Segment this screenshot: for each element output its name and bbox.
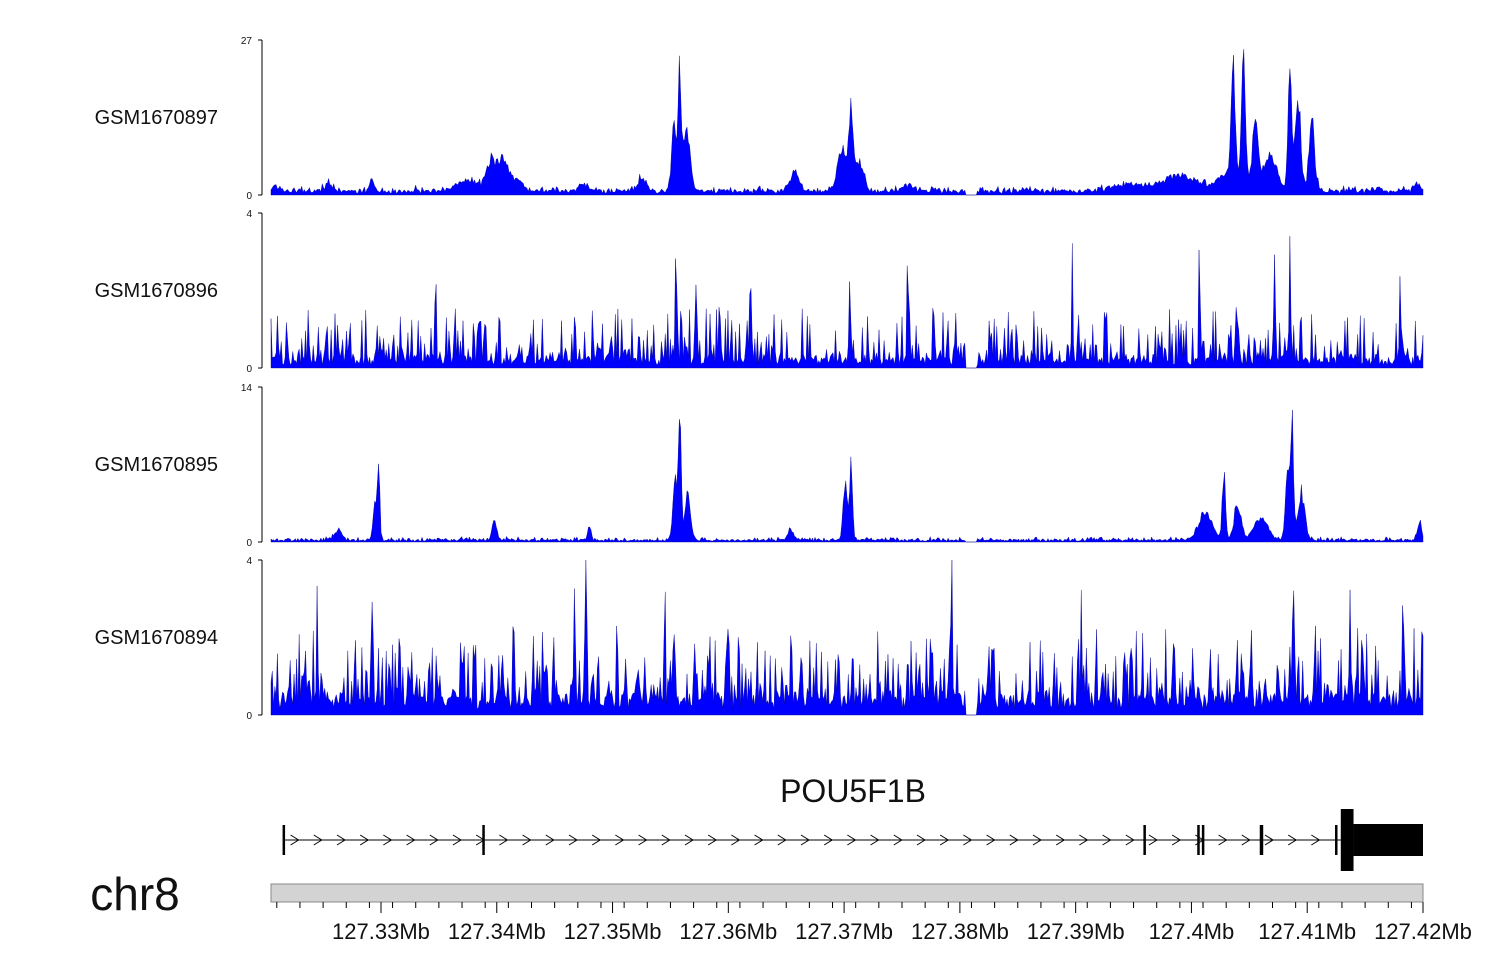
strand-arrow <box>754 834 764 846</box>
chromosome-label: chr8 <box>90 868 179 920</box>
strand-arrow <box>963 834 973 846</box>
track-label: GSM1670894 <box>95 627 218 649</box>
strand-arrow <box>452 834 462 846</box>
strand-arrow <box>870 834 880 846</box>
signal-area <box>270 559 1424 716</box>
track-label: GSM1670895 <box>95 454 218 476</box>
exon <box>1201 825 1205 855</box>
y-axis-min-label: 0 <box>246 538 252 549</box>
strand-arrow <box>1218 834 1228 846</box>
track-label: GSM1670896 <box>95 280 218 302</box>
strand-arrow <box>731 834 741 846</box>
strand-arrow <box>1241 834 1251 846</box>
strand-arrow <box>290 834 300 846</box>
coordinate-tick-label: 127.37Mb <box>795 919 893 944</box>
genome-coordinate-axis: 127.33Mb 127.34Mb 127.35Mb 127.36Mb 127.37Mb… <box>276 902 1472 944</box>
coordinate-tick-label: 127.33Mb <box>332 919 430 944</box>
signal-area <box>270 236 1424 369</box>
exon <box>1259 825 1264 855</box>
exon <box>282 825 286 855</box>
y-axis-min-label: 0 <box>246 364 252 375</box>
track-GSM1670895: 14 0 GSM1670895 <box>95 383 1424 549</box>
exon-coding <box>1340 809 1354 871</box>
track-GSM1670896: 4 0 GSM1670896 <box>95 209 1424 375</box>
y-axis-min-label: 0 <box>246 711 252 722</box>
signal-tracks: 27 0 GSM1670897 4 0 GSM1670896 14 0 GSM1670895 4 0… <box>95 36 1424 722</box>
strand-arrow <box>499 834 509 846</box>
strand-arrow <box>707 834 718 846</box>
exon <box>1143 825 1146 855</box>
strand-arrow <box>1055 834 1066 846</box>
strand-arrow <box>823 834 834 846</box>
strand-arrow <box>777 834 787 846</box>
strand-arrow <box>661 834 671 846</box>
strand-arrow <box>684 834 694 846</box>
strand-arrow <box>916 834 926 846</box>
strand-arrow <box>359 834 370 846</box>
strand-arrow <box>1287 834 1298 846</box>
gene-track: POU5F1B <box>282 773 1423 871</box>
y-axis-max-label: 14 <box>241 383 253 394</box>
strand-arrow <box>406 834 416 846</box>
coordinate-tick-label: 127.36Mb <box>679 919 777 944</box>
strand-arrow <box>1148 834 1158 846</box>
strand-arrow <box>568 834 578 846</box>
strand-arrow <box>1102 834 1112 846</box>
signal-area <box>270 410 1424 543</box>
gene-name: POU5F1B <box>780 773 926 809</box>
y-axis-min-label: 0 <box>246 191 252 202</box>
exon <box>1197 825 1200 855</box>
strand-arrow <box>313 834 323 846</box>
coordinate-tick-label: 127.41Mb <box>1258 919 1356 944</box>
coordinate-tick-label: 127.35Mb <box>564 919 662 944</box>
strand-arrow <box>1264 834 1274 846</box>
coordinate-tick-label: 127.42Mb <box>1374 919 1472 944</box>
track-GSM1670894: 4 0 GSM1670894 <box>95 556 1424 722</box>
strand-arrow <box>1009 834 1019 846</box>
exon <box>482 825 485 855</box>
track-label: GSM1670897 <box>95 107 218 129</box>
strand-arrow <box>522 834 532 846</box>
strand-arrow <box>986 834 996 846</box>
strand-arrow <box>383 834 393 846</box>
chromosome-band <box>270 883 1424 903</box>
strand-arrow <box>545 834 555 846</box>
y-axis-max-label: 4 <box>246 556 252 567</box>
strand-arrow <box>1079 834 1089 846</box>
strand-arrow <box>591 834 602 846</box>
strand-arrow <box>429 834 439 846</box>
exon-utr <box>1353 824 1423 856</box>
strand-arrow <box>638 834 648 846</box>
exon <box>1335 825 1338 855</box>
y-axis-max-label: 4 <box>246 209 252 220</box>
coordinate-tick-label: 127.34Mb <box>448 919 546 944</box>
strand-arrow <box>1125 834 1135 846</box>
strand-arrow <box>847 834 857 846</box>
signal-area <box>270 49 1424 196</box>
strand-arrow <box>939 834 950 846</box>
track-GSM1670897: 27 0 GSM1670897 <box>95 36 1424 202</box>
strand-arrow <box>615 834 625 846</box>
chromosome-axis: chr8 127.33Mb 127.34Mb 127.35Mb 127.36Mb 127… <box>90 868 1472 944</box>
coordinate-tick-label: 127.4Mb <box>1149 919 1235 944</box>
strand-arrow <box>1171 834 1182 846</box>
strand-arrow <box>1032 834 1042 846</box>
strand-arrow <box>1311 834 1321 846</box>
coordinate-tick-label: 127.39Mb <box>1027 919 1125 944</box>
coordinate-tick-label: 127.38Mb <box>911 919 1009 944</box>
y-axis-max-label: 27 <box>241 36 253 47</box>
strand-arrow <box>893 834 903 846</box>
strand-arrow <box>336 834 346 846</box>
strand-arrow <box>800 834 810 846</box>
gene-model <box>282 809 1423 871</box>
